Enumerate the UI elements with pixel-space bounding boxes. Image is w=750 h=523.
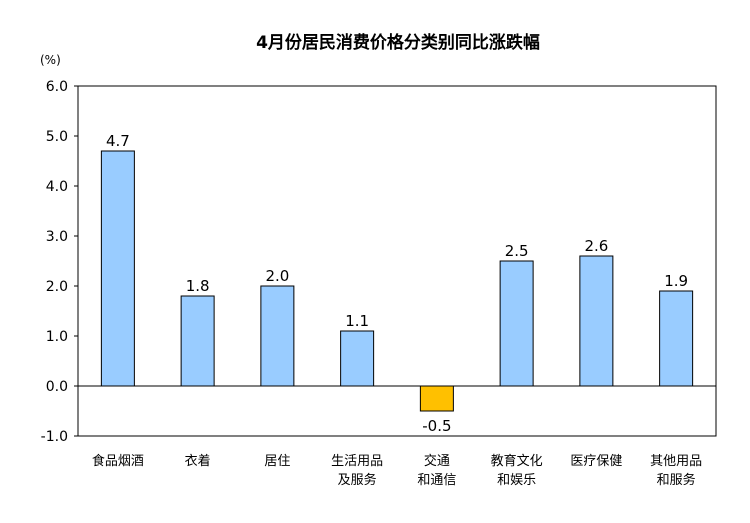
bar <box>579 255 614 387</box>
category-label: 和通信 <box>417 473 456 488</box>
y-tick-label: 2.0 <box>46 279 68 295</box>
bar <box>659 290 694 387</box>
y-axis: -1.0 0.0 1.0 2.0 3.0 4.0 5.0 6.0 <box>41 79 78 445</box>
data-label: 1.8 <box>186 277 210 295</box>
bar <box>499 260 534 387</box>
category-label: 其他用品 <box>650 454 702 469</box>
chart-title: 4月份居民消费价格分类别同比涨跌幅 <box>256 32 540 53</box>
data-label: 4.7 <box>106 132 130 150</box>
data-labels: 4.7 1.8 2.0 1.1 -0.5 2.5 2.6 1.9 <box>106 132 688 435</box>
data-label: -0.5 <box>422 417 451 435</box>
bar <box>180 295 215 387</box>
category-label: 和娱乐 <box>497 473 536 488</box>
category-label: 及服务 <box>338 472 377 488</box>
y-axis-unit-label: (%) <box>40 53 61 67</box>
category-label: 医疗保健 <box>570 454 622 469</box>
bar <box>100 150 135 387</box>
category-label: 教育文化 <box>491 453 543 469</box>
plot-area-frame <box>77 85 717 437</box>
data-label: 1.1 <box>345 312 369 330</box>
y-tick-label: 0.0 <box>46 379 68 395</box>
data-label: 1.9 <box>664 272 688 290</box>
y-tick-label: 1.0 <box>46 329 68 345</box>
bar <box>340 330 375 387</box>
bar-series <box>100 150 694 412</box>
y-tick-label: 3.0 <box>46 229 68 245</box>
bar <box>260 285 295 387</box>
category-label: 衣着 <box>185 453 211 469</box>
category-label: 和服务 <box>657 472 696 488</box>
bar <box>419 385 454 412</box>
category-label: 交通 <box>424 453 450 469</box>
data-label: 2.0 <box>265 267 289 285</box>
y-tick-label: 5.0 <box>46 129 68 145</box>
data-label: 2.6 <box>584 237 608 255</box>
y-tick-label: 4.0 <box>46 179 68 195</box>
y-tick-label: 6.0 <box>46 79 68 95</box>
category-label: 食品烟酒 <box>92 453 144 469</box>
category-label: 居住 <box>264 454 290 469</box>
data-label: 2.5 <box>505 242 529 260</box>
category-label: 生活用品 <box>331 454 383 469</box>
y-tick-label: -1.0 <box>41 429 68 445</box>
